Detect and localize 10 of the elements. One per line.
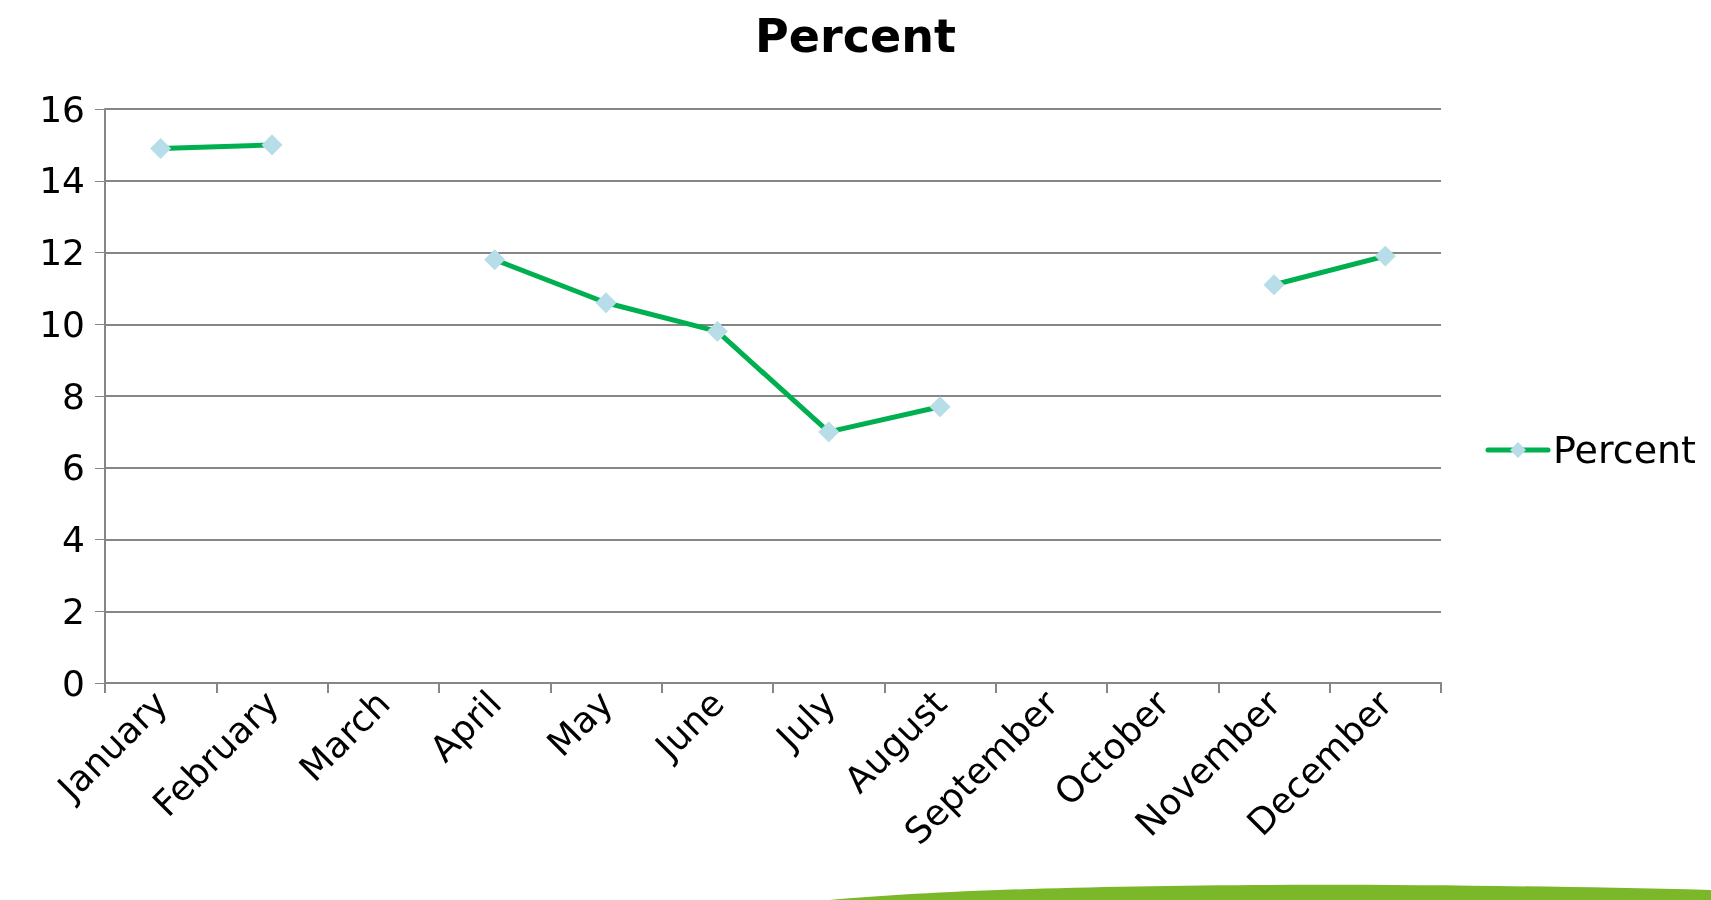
y-tick-label: 2 <box>62 590 85 632</box>
chart-title: Percent <box>755 9 956 63</box>
y-tick-label: 16 <box>39 88 85 130</box>
y-tick-label: 12 <box>39 232 85 273</box>
y-tick-label: 8 <box>62 375 85 417</box>
y-tick-label: 4 <box>62 519 85 560</box>
y-tick-label: 10 <box>39 303 85 345</box>
y-tick-label: 6 <box>62 447 85 489</box>
legend-label: Percent <box>1553 428 1696 472</box>
y-tick-label: 14 <box>39 160 85 202</box>
